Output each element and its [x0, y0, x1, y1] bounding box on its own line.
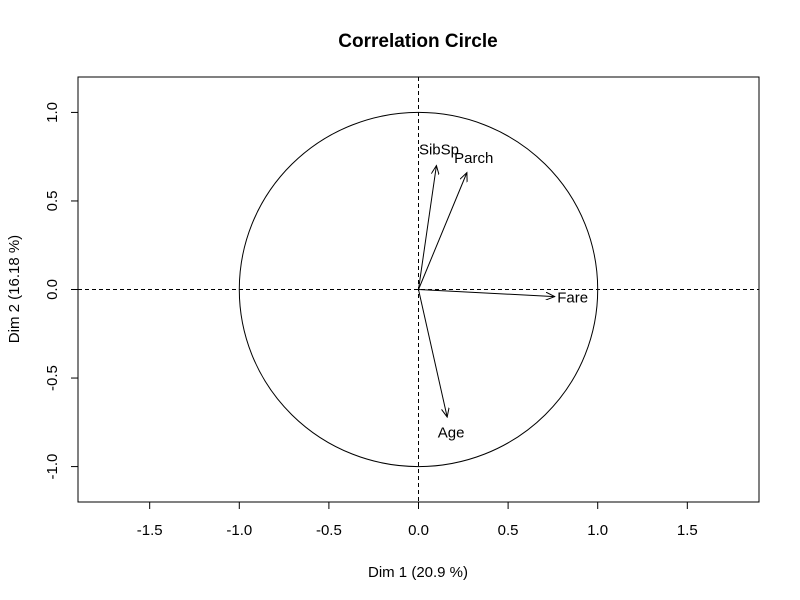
y-axis-title: Dim 2 (16.18 %) — [6, 235, 23, 343]
y-axis: -1.0 -0.5 0.0 0.5 1.0 — [44, 102, 79, 480]
x-tick-label: -1.5 — [137, 522, 163, 539]
y-tick-label: -1.0 — [44, 454, 61, 480]
x-tick-label: -1.0 — [226, 522, 252, 539]
x-axis: -1.5 -1.0 -0.5 0.0 0.5 1.0 1.5 — [137, 501, 698, 539]
x-axis-title: Dim 1 (20.9 %) — [368, 564, 468, 581]
x-tick-label: 0.5 — [498, 522, 519, 539]
label-parch: Parch — [454, 150, 493, 167]
x-tick-label: -0.5 — [316, 522, 342, 539]
label-age: Age — [438, 425, 465, 442]
y-tick-label: 0.0 — [44, 279, 61, 300]
x-tick-label: 1.5 — [677, 522, 698, 539]
label-fare: Fare — [557, 289, 588, 306]
arrow-fare — [418, 289, 555, 297]
label-sibsp: SibSp — [419, 142, 459, 159]
chart-title: Correlation Circle — [338, 31, 497, 52]
x-tick-label: 0.0 — [408, 522, 429, 539]
arrow-age — [418, 289, 448, 418]
arrow-sibsp — [418, 166, 437, 290]
arrow-parch — [418, 173, 467, 290]
y-tick-label: -0.5 — [44, 365, 61, 391]
y-tick-label: 0.5 — [44, 191, 61, 212]
y-tick-label: 1.0 — [44, 102, 61, 123]
x-tick-label: 1.0 — [587, 522, 608, 539]
